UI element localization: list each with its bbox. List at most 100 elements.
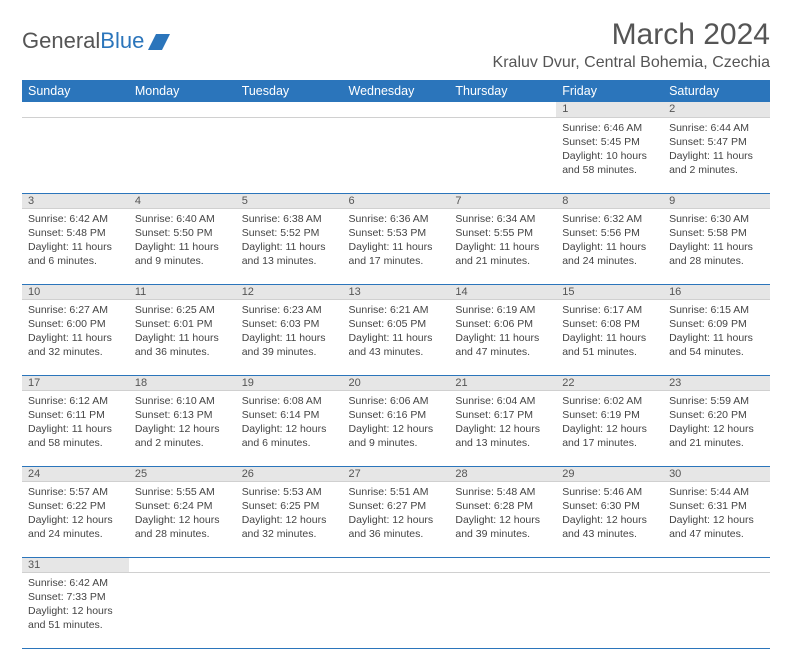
sunset-text: Sunset: 5:56 PM [562,226,657,240]
calendar-body: 12Sunrise: 6:46 AMSunset: 5:45 PMDayligh… [22,102,770,648]
day-number-cell: 20 [343,375,450,390]
sunrise-text: Sunrise: 6:17 AM [562,303,657,317]
day-number-cell: 5 [236,193,343,208]
day-number-cell [129,557,236,572]
day-header: Sunday [22,80,129,102]
daylight-text: Daylight: 11 hours and 36 minutes. [135,331,230,359]
sunset-text: Sunset: 5:45 PM [562,135,657,149]
sunset-text: Sunset: 6:16 PM [349,408,444,422]
sunset-text: Sunset: 6:24 PM [135,499,230,513]
day-number-cell: 6 [343,193,450,208]
day-number-cell [343,557,450,572]
day-number-cell [663,557,770,572]
day-detail-cell [129,117,236,193]
daylight-text: Daylight: 12 hours and 36 minutes. [349,513,444,541]
day-number-cell: 14 [449,284,556,299]
sunset-text: Sunset: 6:17 PM [455,408,550,422]
day-header: Saturday [663,80,770,102]
day-detail-cell [556,572,663,648]
day-number-cell: 12 [236,284,343,299]
day-number-cell: 24 [22,466,129,481]
day-number-cell: 30 [663,466,770,481]
day-number-cell [236,557,343,572]
day-number: 11 [135,286,146,298]
month-title: March 2024 [493,18,770,52]
daylight-text: Daylight: 11 hours and 39 minutes. [242,331,337,359]
brand-part1: General [22,28,100,54]
day-detail-cell: Sunrise: 6:36 AMSunset: 5:53 PMDaylight:… [343,208,450,284]
day-detail-row: Sunrise: 6:42 AMSunset: 5:48 PMDaylight:… [22,208,770,284]
day-detail-cell [236,117,343,193]
brand-part2: Blue [100,28,144,54]
day-number-cell [129,102,236,117]
day-detail-row: Sunrise: 6:27 AMSunset: 6:00 PMDaylight:… [22,299,770,375]
sunset-text: Sunset: 6:06 PM [455,317,550,331]
calendar-table: Sunday Monday Tuesday Wednesday Thursday… [22,80,770,649]
sunset-text: Sunset: 6:09 PM [669,317,764,331]
day-number-cell: 27 [343,466,450,481]
sunset-text: Sunset: 5:50 PM [135,226,230,240]
day-number-cell: 25 [129,466,236,481]
sunrise-text: Sunrise: 6:04 AM [455,394,550,408]
day-detail-cell: Sunrise: 5:57 AMSunset: 6:22 PMDaylight:… [22,481,129,557]
day-number: 3 [28,195,34,207]
daylight-text: Daylight: 11 hours and 24 minutes. [562,240,657,268]
day-number: 19 [242,377,254,389]
day-number: 13 [349,286,361,298]
sunrise-text: Sunrise: 6:27 AM [28,303,123,317]
daylight-text: Daylight: 11 hours and 47 minutes. [455,331,550,359]
day-number-cell [449,557,556,572]
day-detail-cell [343,572,450,648]
day-number-row: 31 [22,557,770,572]
sunset-text: Sunset: 6:25 PM [242,499,337,513]
day-number: 18 [135,377,147,389]
day-detail-cell: Sunrise: 6:46 AMSunset: 5:45 PMDaylight:… [556,117,663,193]
day-detail-cell: Sunrise: 6:42 AMSunset: 5:48 PMDaylight:… [22,208,129,284]
day-detail-cell: Sunrise: 6:04 AMSunset: 6:17 PMDaylight:… [449,390,556,466]
day-detail-row: Sunrise: 5:57 AMSunset: 6:22 PMDaylight:… [22,481,770,557]
daylight-text: Daylight: 11 hours and 2 minutes. [669,149,764,177]
sunrise-text: Sunrise: 6:38 AM [242,212,337,226]
sunset-text: Sunset: 6:31 PM [669,499,764,513]
day-number: 10 [28,286,40,298]
day-number-cell: 26 [236,466,343,481]
day-detail-cell: Sunrise: 6:44 AMSunset: 5:47 PMDaylight:… [663,117,770,193]
daylight-text: Daylight: 11 hours and 51 minutes. [562,331,657,359]
flag-icon [148,34,170,50]
sunset-text: Sunset: 5:53 PM [349,226,444,240]
day-number: 8 [562,195,568,207]
sunset-text: Sunset: 6:03 PM [242,317,337,331]
daylight-text: Daylight: 12 hours and 21 minutes. [669,422,764,450]
day-detail-row: Sunrise: 6:42 AMSunset: 7:33 PMDaylight:… [22,572,770,648]
sunset-text: Sunset: 6:11 PM [28,408,123,422]
day-number: 2 [669,103,675,115]
sunset-text: Sunset: 6:08 PM [562,317,657,331]
daylight-text: Daylight: 12 hours and 17 minutes. [562,422,657,450]
daylight-text: Daylight: 12 hours and 39 minutes. [455,513,550,541]
sunrise-text: Sunrise: 5:46 AM [562,485,657,499]
day-number: 31 [28,559,40,571]
day-detail-cell: Sunrise: 6:08 AMSunset: 6:14 PMDaylight:… [236,390,343,466]
brand-logo: GeneralBlue [22,28,170,54]
day-detail-cell: Sunrise: 5:55 AMSunset: 6:24 PMDaylight:… [129,481,236,557]
day-number-row: 12 [22,102,770,117]
sunrise-text: Sunrise: 6:40 AM [135,212,230,226]
day-number: 29 [562,468,574,480]
day-detail-cell: Sunrise: 6:15 AMSunset: 6:09 PMDaylight:… [663,299,770,375]
sunrise-text: Sunrise: 6:10 AM [135,394,230,408]
sunset-text: Sunset: 6:13 PM [135,408,230,422]
day-number: 5 [242,195,248,207]
day-detail-cell [343,117,450,193]
day-number-cell: 15 [556,284,663,299]
day-header: Tuesday [236,80,343,102]
daylight-text: Daylight: 12 hours and 2 minutes. [135,422,230,450]
day-header-row: Sunday Monday Tuesday Wednesday Thursday… [22,80,770,102]
day-header: Wednesday [343,80,450,102]
sunset-text: Sunset: 5:55 PM [455,226,550,240]
day-number-cell: 21 [449,375,556,390]
day-number: 6 [349,195,355,207]
day-number-cell: 18 [129,375,236,390]
daylight-text: Daylight: 12 hours and 6 minutes. [242,422,337,450]
day-detail-cell [236,572,343,648]
day-number: 15 [562,286,574,298]
